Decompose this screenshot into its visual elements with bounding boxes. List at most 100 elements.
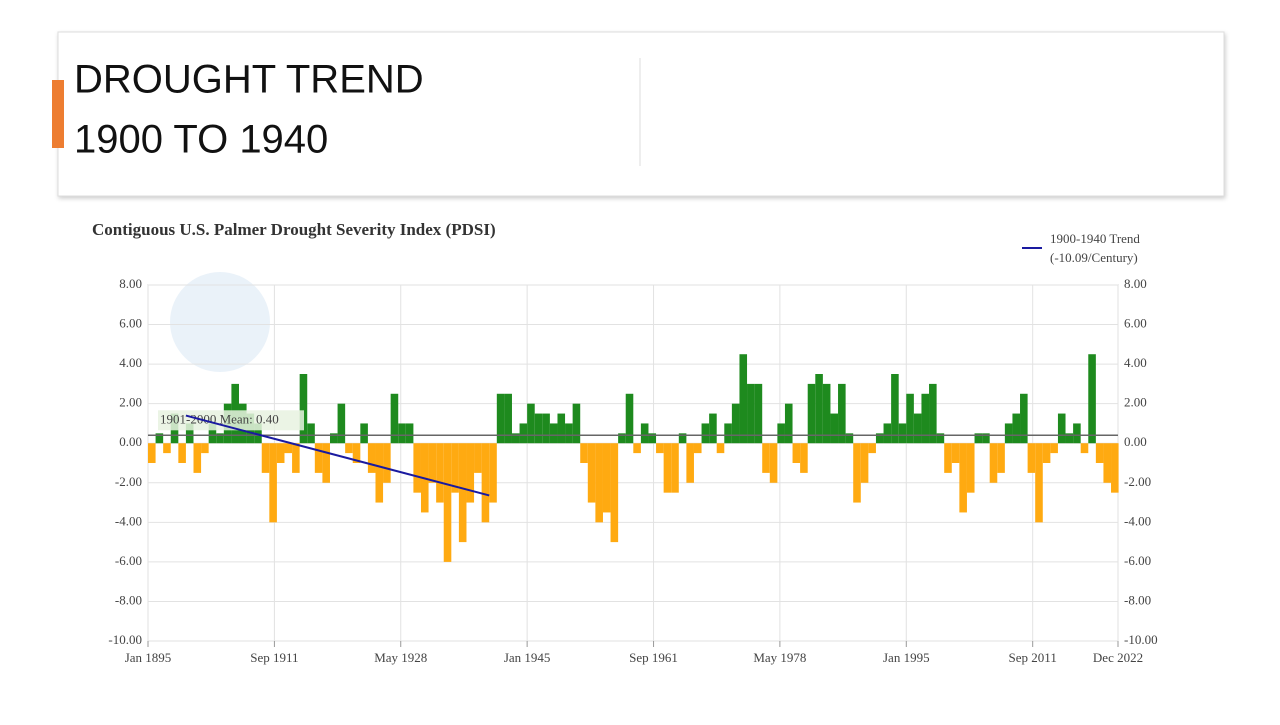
bar [883, 423, 892, 444]
bar [853, 443, 861, 503]
bar [261, 443, 270, 473]
bar [201, 443, 209, 454]
bar [314, 443, 323, 473]
bar [1088, 354, 1096, 444]
x-tick-label: Dec 2022 [1093, 650, 1143, 665]
bar [254, 423, 262, 444]
y2-tick-label: 8.00 [1124, 276, 1147, 291]
y2-tick-label: -8.00 [1124, 592, 1151, 607]
bar [155, 433, 164, 444]
bar [777, 423, 785, 444]
bar [709, 413, 717, 444]
bar [481, 443, 490, 523]
bar [1027, 443, 1036, 473]
slide-title: DROUGHT TREND [74, 58, 424, 102]
bar [1111, 443, 1119, 493]
chart-title: Contiguous U.S. Palmer Drought Severity … [92, 220, 496, 239]
bar [618, 433, 626, 444]
plot: 8.00 8.00 6.00 6.00 4.00 4.00 2.00 2.00 0.00 0.00… [108, 231, 1157, 665]
bar [580, 443, 588, 463]
bar [754, 383, 763, 444]
legend-rate: (-10.09/Century) [1050, 250, 1138, 265]
bar [413, 443, 421, 493]
bar [511, 433, 520, 444]
y2-tick-label: 4.00 [1124, 355, 1147, 370]
bar [345, 443, 353, 454]
bar [557, 413, 566, 444]
bar [299, 374, 308, 444]
y2-tick-label: 0.00 [1124, 434, 1147, 449]
x-tick-label: Jan 1895 [125, 650, 172, 665]
logo [170, 272, 270, 372]
y2-tick-label: -2.00 [1124, 474, 1151, 489]
bar [610, 443, 619, 543]
bar [747, 383, 755, 444]
bar [769, 443, 778, 483]
bar [845, 433, 854, 444]
y2-tick-label: 2.00 [1124, 395, 1147, 410]
bar [678, 433, 687, 444]
mean-label: 1901-2000 Mean: 0.40 [160, 411, 279, 426]
y2-tick-label: -6.00 [1124, 553, 1151, 568]
bar [375, 443, 384, 503]
bar [982, 433, 990, 444]
x-tick-label: May 1978 [753, 650, 806, 665]
bar [428, 443, 437, 483]
bar [193, 443, 202, 473]
y-tick-label: -2.00 [115, 474, 142, 489]
accent-bar [52, 80, 64, 148]
bar [390, 393, 399, 444]
x-tick-label: Jan 1945 [504, 650, 551, 665]
bar [383, 443, 391, 483]
bar [542, 413, 550, 444]
legend-label: 1900-1940 Trend [1050, 231, 1140, 246]
y2-tick-label: -10.00 [1124, 632, 1158, 647]
bar [944, 443, 952, 473]
bar [1065, 433, 1074, 444]
bar [1095, 443, 1104, 463]
y2-tick-label: -4.00 [1124, 513, 1151, 528]
bar [868, 443, 876, 454]
bar [292, 443, 300, 473]
bar [360, 423, 368, 444]
bar [671, 443, 679, 493]
bar [663, 443, 672, 493]
bar [822, 383, 831, 444]
y-tick-label: -4.00 [115, 513, 142, 528]
bar [595, 443, 603, 523]
bar [936, 433, 945, 444]
bar [838, 383, 846, 444]
bar [1012, 413, 1021, 444]
bar [178, 443, 186, 463]
y-tick-label: -6.00 [115, 553, 142, 568]
bar [762, 443, 770, 473]
bar [1103, 443, 1112, 483]
bar [921, 393, 930, 444]
bar [913, 413, 922, 444]
bar [951, 443, 960, 463]
bar [496, 393, 505, 444]
y-tick-label: 4.00 [119, 355, 142, 370]
bar [724, 423, 732, 444]
bar [731, 403, 740, 444]
bar [1035, 443, 1043, 523]
bar [898, 423, 907, 444]
bar [1042, 443, 1051, 463]
bar [1050, 443, 1058, 454]
bar [572, 403, 581, 444]
bar [284, 443, 293, 454]
bar [163, 443, 171, 454]
bar [701, 423, 710, 444]
bar [784, 403, 793, 444]
bar [906, 393, 914, 444]
bar [974, 433, 983, 444]
x-tick-label: Sep 1961 [629, 650, 678, 665]
bar [436, 443, 444, 503]
bar [269, 443, 277, 523]
bar [1004, 423, 1013, 444]
bar [307, 423, 315, 444]
bar [405, 423, 414, 444]
bar [527, 403, 535, 444]
bar [792, 443, 801, 463]
